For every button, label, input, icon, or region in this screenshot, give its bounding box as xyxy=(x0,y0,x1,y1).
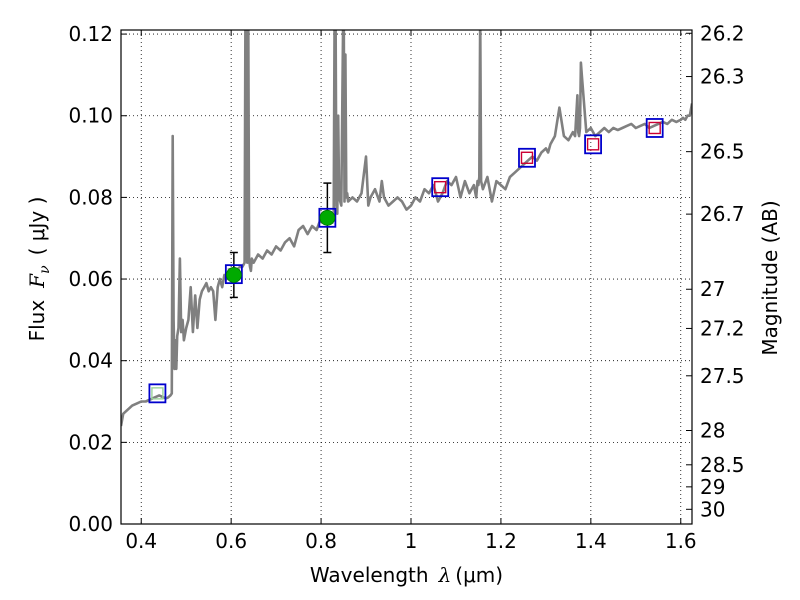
y2-tick-label: 27.2 xyxy=(700,316,745,340)
spectrum-line xyxy=(121,30,692,427)
x-tick-label: 1.4 xyxy=(575,529,607,553)
synthetic-photometry-box xyxy=(518,147,536,168)
y-tick-label: 0.02 xyxy=(68,430,113,454)
observed-photometry-layer xyxy=(225,209,336,283)
synthetic-photometry-layer xyxy=(148,118,664,404)
y2-tick-label: 28.5 xyxy=(700,453,745,477)
synthetic-photometry-inner xyxy=(648,121,661,135)
synthetic-photometry-inner xyxy=(586,138,600,151)
synthetic-photometry-box xyxy=(431,177,450,198)
y-tick-label: 0.06 xyxy=(68,267,113,291)
y-tick-labels: 0.00 0.02 0.04 0.06 0.08 0.10 0.12 xyxy=(68,22,113,536)
synthetic-photometry-box xyxy=(148,383,167,404)
x-axis-label: Wavelength λ (μm) xyxy=(310,563,503,587)
synthetic-photometry-box xyxy=(645,118,664,138)
synthetic-photometry-inner xyxy=(151,387,164,400)
y2-tick-label: 26.3 xyxy=(700,65,745,89)
y2-tick-label: 26.2 xyxy=(700,21,745,45)
plot-frame xyxy=(120,29,693,525)
synthetic-photometry-box xyxy=(584,134,602,155)
observed-photometry-point xyxy=(225,267,242,283)
y2-tick-label: 27 xyxy=(700,277,725,301)
synthetic-photometry-inner xyxy=(434,180,447,194)
x-tick-label: 1 xyxy=(405,529,418,553)
observed-photometry-point xyxy=(319,209,336,226)
grid-lines xyxy=(121,30,692,525)
x-tick-labels: 0.4 0.6 0.8 1 1.2 1.4 1.6 xyxy=(125,529,696,553)
y-tick-label: 0.00 xyxy=(68,512,113,536)
x-tick-label: 1.2 xyxy=(485,529,517,553)
y2-tick-label: 28 xyxy=(700,419,725,443)
y-tick-label: 0.04 xyxy=(68,349,113,373)
spectrum-layer xyxy=(121,30,692,427)
y2-tick-label: 30 xyxy=(700,497,725,521)
x-tick-label: 0.8 xyxy=(305,529,337,553)
y2-tick-label: 26.7 xyxy=(700,202,745,226)
y-tick-label: 0.08 xyxy=(68,185,113,209)
y2-tick-label: 29 xyxy=(700,475,725,499)
y2-axis-label: Magnitude (AB) xyxy=(758,200,782,355)
y-tick-label: 0.12 xyxy=(68,22,113,46)
synthetic-photometry-inner xyxy=(520,151,534,164)
y2-tick-label: 26.5 xyxy=(700,140,745,164)
y-axis-label: FluxFν( μJy ) xyxy=(25,197,53,342)
axis-ticks xyxy=(121,30,692,525)
y-tick-label: 0.10 xyxy=(68,104,113,128)
x-tick-label: 0.6 xyxy=(215,529,247,553)
x-tick-label: 0.4 xyxy=(125,529,157,553)
synthetic-photometry-box xyxy=(224,264,243,285)
x-tick-label: 1.6 xyxy=(665,529,697,553)
synthetic-photometry-box xyxy=(318,207,337,228)
y2-tick-label: 27.5 xyxy=(700,364,745,388)
